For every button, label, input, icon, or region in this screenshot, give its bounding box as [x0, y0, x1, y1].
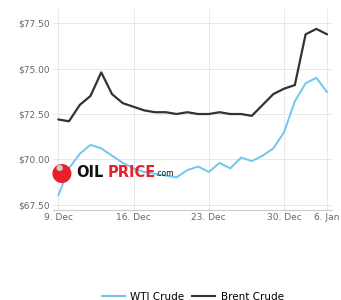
Text: ●: ●: [56, 164, 63, 172]
Text: OIL: OIL: [77, 166, 104, 181]
Text: ●: ●: [50, 161, 72, 185]
Legend: WTI Crude, Brent Crude: WTI Crude, Brent Crude: [98, 288, 288, 300]
Text: PRICE: PRICE: [107, 166, 155, 181]
Text: .com: .com: [155, 169, 174, 178]
